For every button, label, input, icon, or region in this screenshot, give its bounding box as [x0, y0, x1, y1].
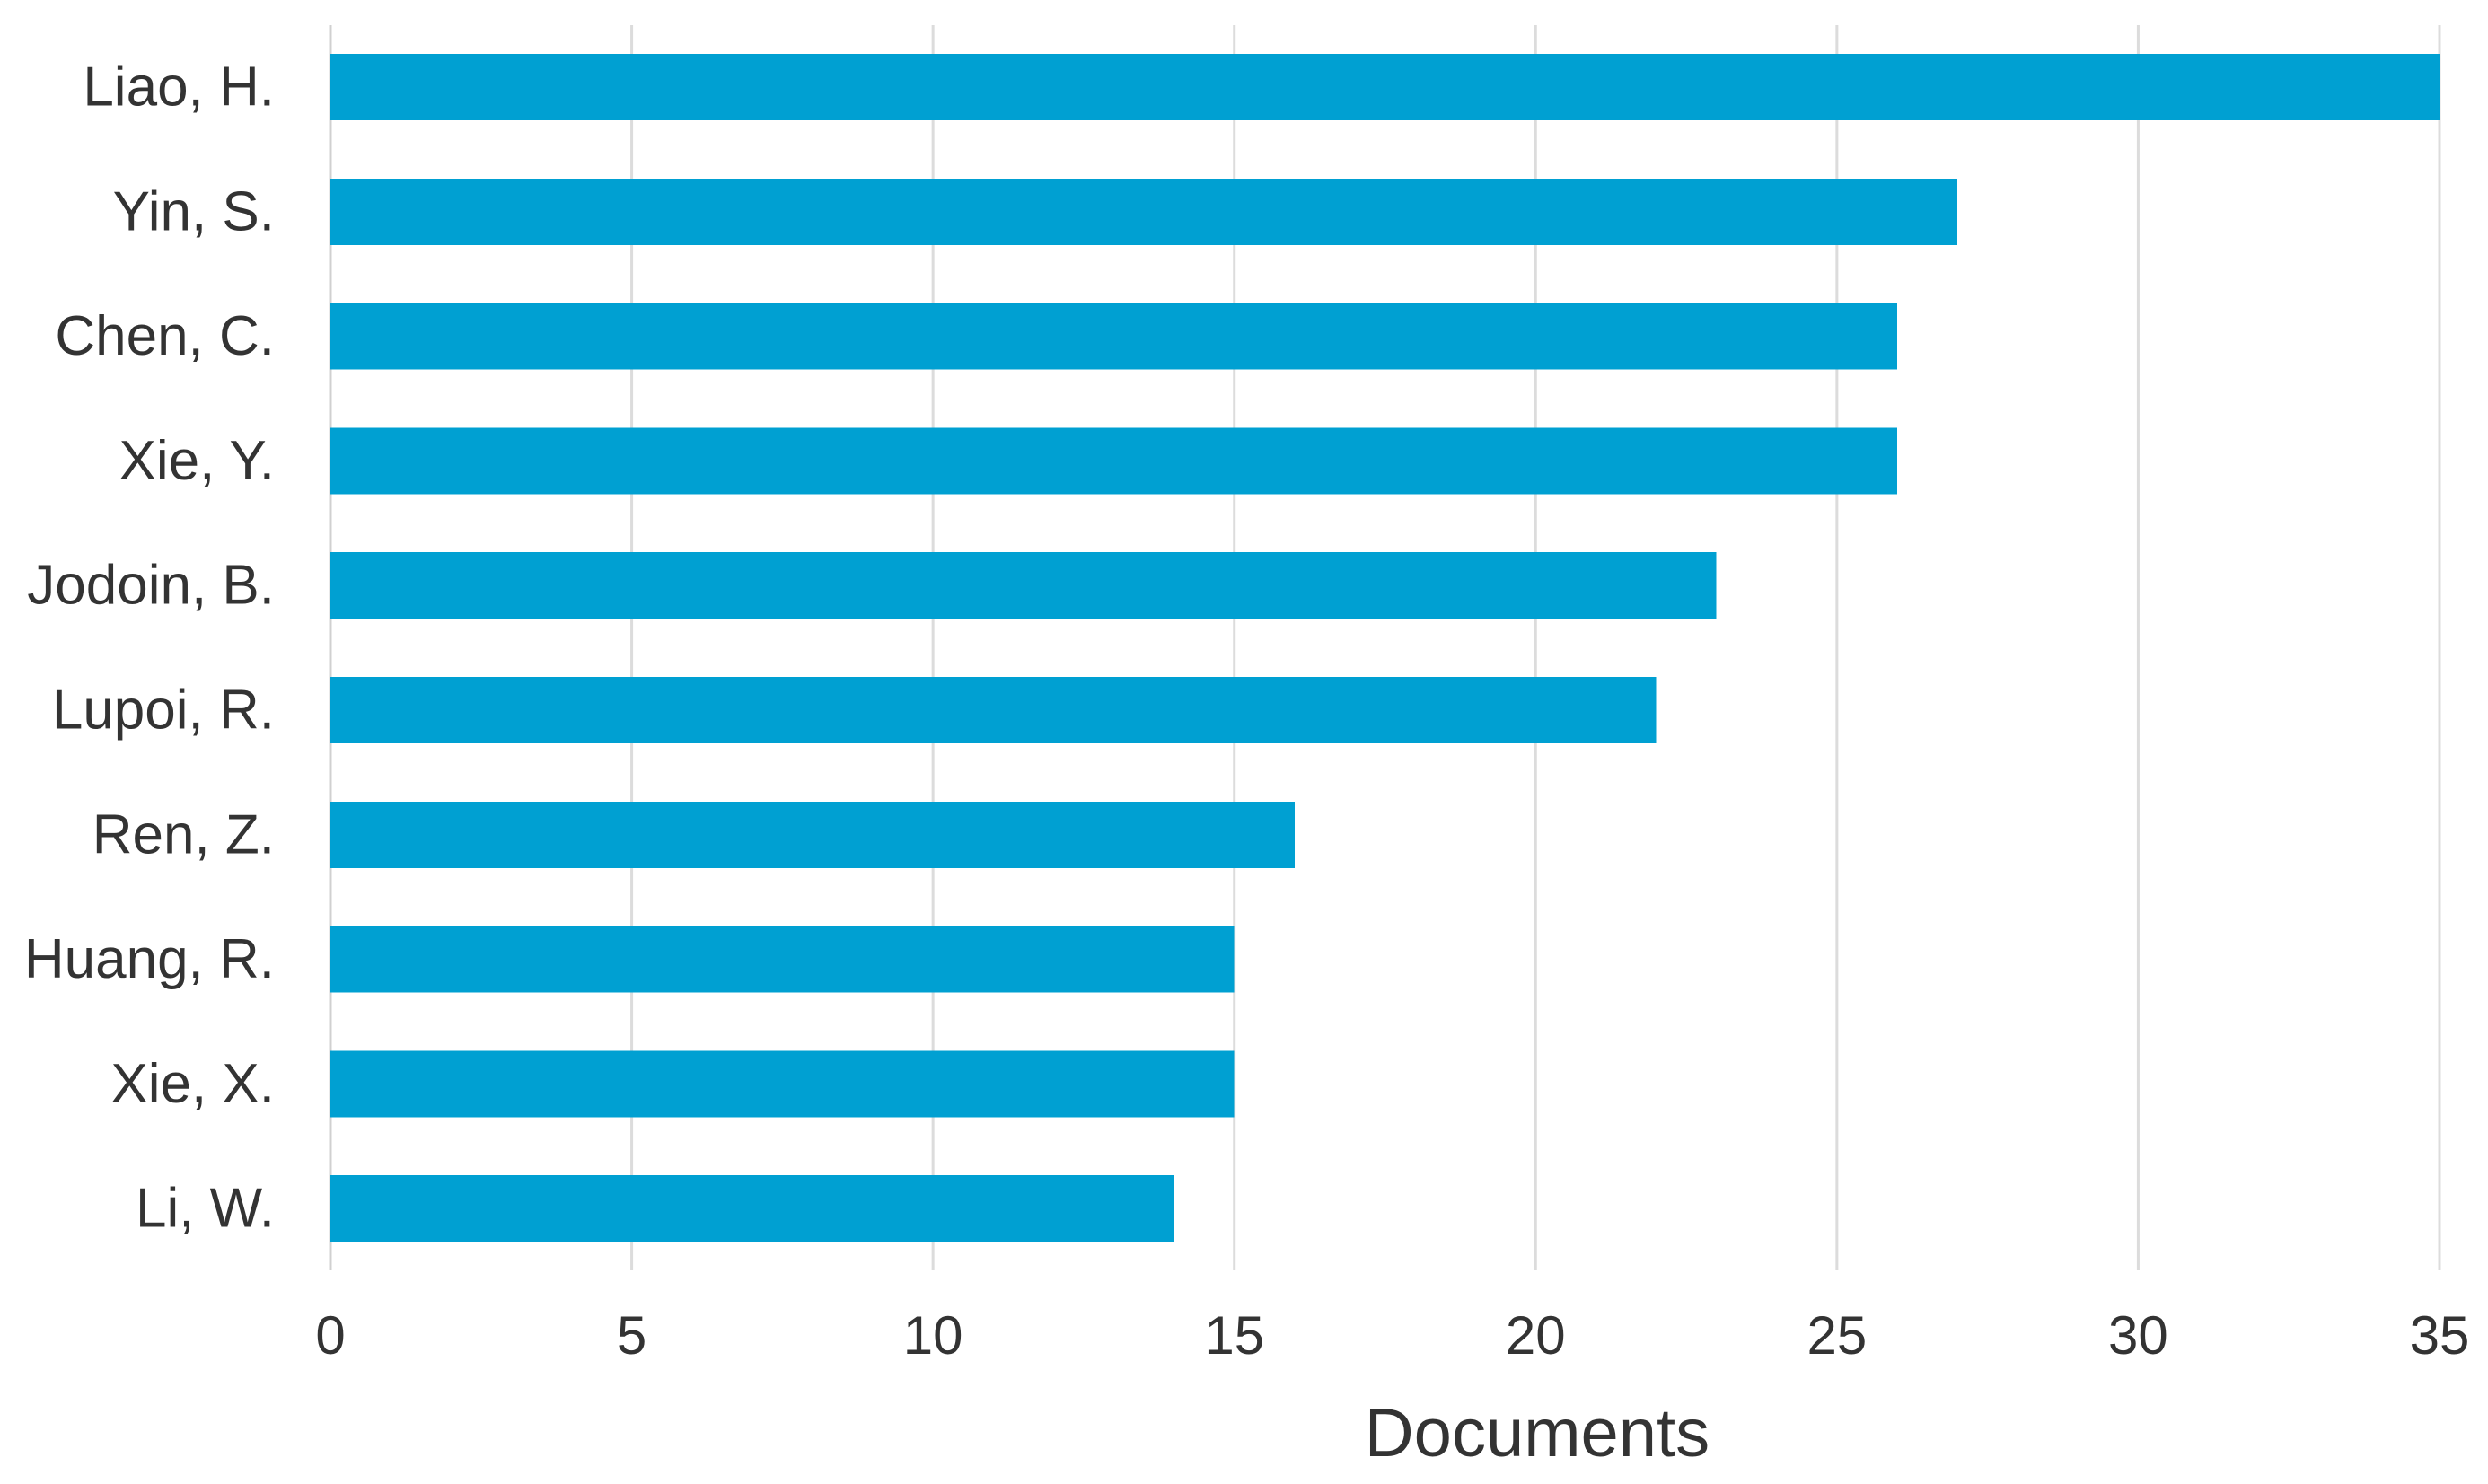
x-tick-label: 35 [2410, 1305, 2470, 1365]
category-label: Yin, S. [113, 180, 275, 242]
x-tick-label: 30 [2108, 1305, 2168, 1365]
x-tick-label: 15 [1204, 1305, 1264, 1365]
bars [330, 54, 2440, 1243]
category-label: Ren, Z. [92, 803, 275, 865]
bar [330, 801, 1295, 868]
bar [330, 677, 1657, 743]
category-label: Li, W. [136, 1178, 275, 1240]
category-labels: Liao, H. Yin, S. Chen, C. Xie, Y. Jodoin, B.… [24, 57, 275, 1240]
x-tick-label: 5 [617, 1305, 646, 1365]
category-label: Xie, Y. [119, 430, 275, 492]
x-axis-title: Documents [1365, 1395, 1710, 1471]
bar [330, 427, 1897, 495]
category-label: Lupoi, R. [52, 680, 275, 742]
category-label: Huang, R. [24, 928, 275, 990]
bar [330, 552, 1717, 619]
category-label: Liao, H. [83, 57, 275, 119]
bar [330, 1175, 1174, 1243]
x-tick-labels: 0 5 10 15 20 25 30 35 [315, 1305, 2469, 1365]
bar [330, 303, 1897, 370]
bar [330, 1050, 1235, 1118]
bar [330, 54, 2440, 120]
x-tick-label: 25 [1807, 1305, 1867, 1365]
category-label: Jodoin, B. [27, 555, 275, 617]
bar [330, 926, 1235, 993]
x-tick-label: 10 [903, 1305, 963, 1365]
bar [330, 178, 1958, 245]
category-label: Xie, X. [110, 1053, 275, 1115]
x-tick-label: 0 [315, 1305, 345, 1365]
category-label: Chen, C. [55, 305, 275, 367]
x-tick-label: 20 [1506, 1305, 1566, 1365]
